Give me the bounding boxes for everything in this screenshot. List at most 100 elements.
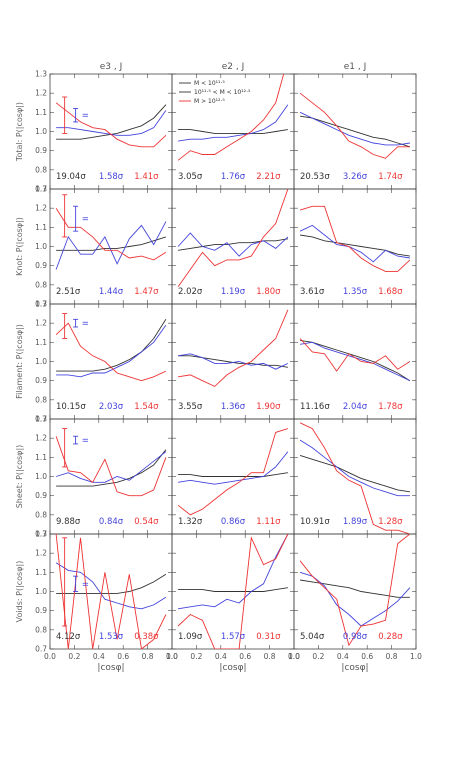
y-tick-label: 1.1	[35, 338, 47, 347]
series-line-black	[300, 579, 410, 598]
panel-series	[177, 534, 289, 649]
y-tick-label: 0.9	[35, 491, 47, 500]
significance-label: 4.12σ	[56, 632, 81, 642]
significance-label: 1.19σ	[221, 287, 246, 297]
series-line-red	[177, 74, 285, 161]
panel-series	[299, 338, 411, 382]
x-axis-label: |cosφ|	[97, 663, 124, 673]
legend-entry: 10¹¹·⁵ < M < 10¹²·⁵	[194, 89, 251, 96]
significance-label: 0.98σ	[343, 632, 368, 642]
significance-label: 1.32σ	[178, 517, 203, 527]
series-line-black	[56, 573, 167, 594]
x-tick-label: 1.0	[410, 652, 422, 661]
x-tick-label: 1.0	[166, 652, 178, 661]
x-tick-label: 0.6	[239, 652, 251, 661]
significance-label: 9.88σ	[56, 517, 81, 527]
x-tick-label: 0.0	[44, 652, 56, 661]
significance-label: 3.05σ	[178, 172, 203, 182]
series-line-red	[299, 534, 411, 647]
significance-label: 1.35σ	[343, 287, 368, 297]
series-line-blue	[55, 221, 167, 270]
panel-series	[55, 319, 167, 382]
column-title: e3 , J	[100, 62, 123, 72]
series-line-red	[299, 422, 411, 534]
y-tick-label: 1.2	[35, 89, 47, 98]
series-line-black	[300, 115, 411, 148]
significance-label: 0.38σ	[134, 632, 159, 642]
series-line-red	[299, 205, 411, 272]
series-line-black	[178, 129, 288, 134]
significance-label: 1.76σ	[221, 172, 246, 182]
error-bar-label: =	[82, 111, 89, 121]
series-line-blue	[300, 341, 411, 382]
panel-series	[177, 189, 289, 288]
y-tick-label: 0.7	[35, 530, 47, 539]
significance-label: 20.53σ	[300, 172, 330, 182]
series-line-red	[55, 436, 167, 497]
row-label: Filament: P(|cosφ|)	[15, 324, 24, 399]
legend-entry: M < 10¹¹·⁵	[194, 80, 225, 87]
y-tick-label: 1.3	[35, 300, 47, 309]
series-line-red	[299, 338, 411, 372]
y-tick-label: 1.2	[35, 204, 47, 213]
panel-series	[177, 428, 289, 516]
series-line-blue	[55, 451, 167, 483]
y-tick-label: 0.9	[35, 376, 47, 385]
column-title: e1 , J	[344, 62, 367, 72]
x-tick-label: 0.4	[215, 652, 227, 661]
y-tick-label: 1.0	[35, 472, 47, 481]
significance-label: 11.16σ	[300, 402, 330, 412]
significance-label: 1.09σ	[178, 632, 203, 642]
series-line-blue	[178, 534, 289, 610]
x-tick-label: 1.0	[288, 652, 300, 661]
error-bar-label: =	[82, 436, 89, 446]
series-line-blue	[299, 571, 411, 627]
significance-label: 10.15σ	[56, 402, 86, 412]
series-line-black	[56, 236, 167, 251]
y-tick-label: 0.7	[35, 645, 47, 654]
significance-label: 3.26σ	[343, 172, 368, 182]
significance-label: 1.74σ	[378, 172, 403, 182]
series-line-red	[177, 428, 289, 516]
significance-label: 1.58σ	[99, 172, 124, 182]
significance-label: 1.28σ	[378, 517, 403, 527]
y-tick-label: 0.7	[35, 185, 47, 194]
y-tick-label: 1.2	[35, 549, 47, 558]
series-line-black	[178, 238, 288, 251]
y-tick-label: 1.0	[35, 127, 47, 136]
series-line-red	[55, 322, 167, 382]
series-line-red	[55, 207, 167, 261]
significance-label: 0.54σ	[134, 517, 159, 527]
significance-label: 2.21σ	[256, 172, 281, 182]
series-line-red	[55, 102, 167, 148]
significance-label: 2.03σ	[99, 402, 124, 412]
row-label: Total: P(|cosφ|)	[15, 102, 24, 162]
significance-label: 3.61σ	[300, 287, 325, 297]
y-tick-label: 0.9	[35, 146, 47, 155]
series-line-black	[299, 454, 410, 493]
x-tick-label: 0.6	[361, 652, 373, 661]
series-line-red	[177, 534, 289, 649]
significance-label: 0.31σ	[256, 632, 281, 642]
significance-label: 1.44σ	[99, 287, 124, 297]
significance-label: 1.11σ	[256, 517, 281, 527]
series-line-blue	[178, 353, 289, 370]
x-tick-label: 0.8	[386, 652, 398, 661]
y-tick-label: 1.0	[35, 242, 47, 251]
series-line-blue	[55, 562, 167, 610]
panel-series	[178, 309, 289, 387]
series-line-blue	[56, 110, 167, 136]
x-tick-label: 0.4	[337, 652, 349, 661]
series-line-red	[178, 309, 289, 387]
panel-series	[299, 205, 411, 272]
legend-entry: M > 10¹²·⁵	[194, 98, 225, 105]
significance-label: 10.91σ	[300, 517, 330, 527]
significance-label: 2.04σ	[343, 402, 368, 412]
x-tick-label: 0.0	[166, 652, 178, 661]
y-tick-label: 0.7	[35, 300, 47, 309]
series-line-blue	[177, 232, 289, 257]
panel-series	[177, 74, 289, 161]
x-axis-label: |cosφ|	[219, 663, 246, 673]
x-tick-label: 0.8	[142, 652, 154, 661]
x-tick-label: 0.6	[117, 652, 129, 661]
